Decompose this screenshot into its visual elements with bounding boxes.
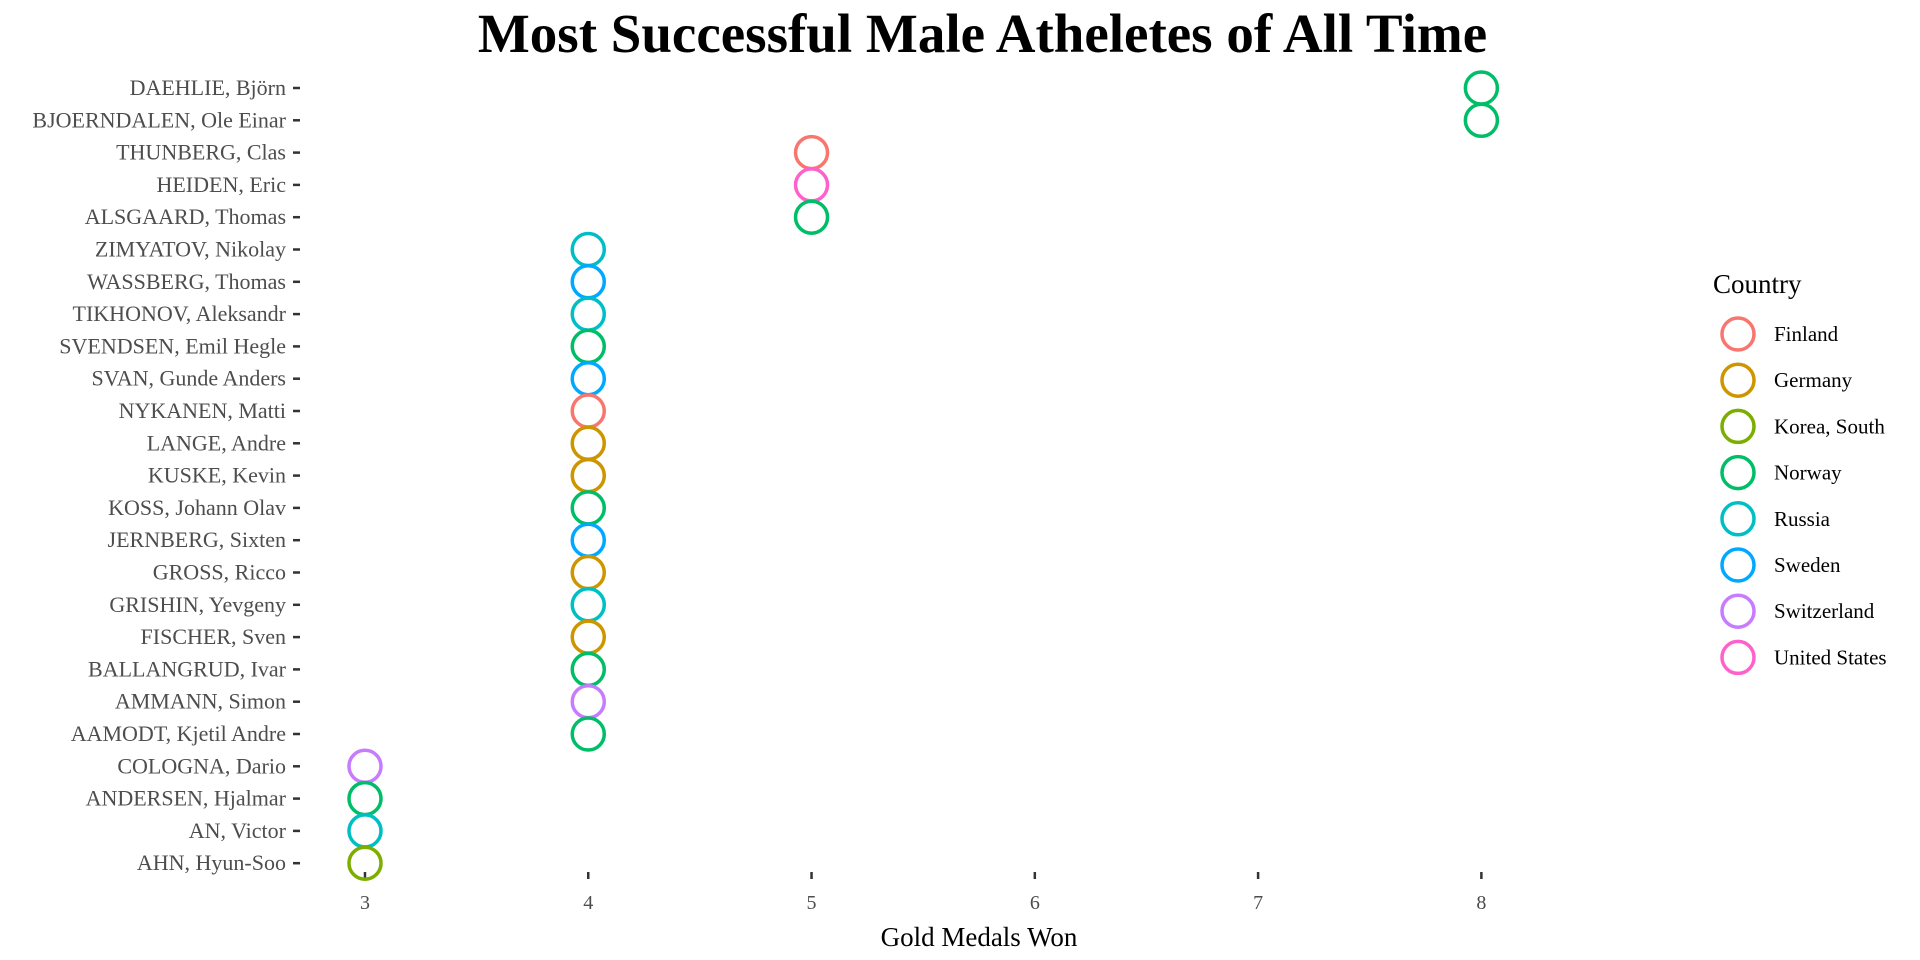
y-tick-label: AAMODT, Kjetil Andre	[71, 721, 286, 746]
y-tick-label: SVAN, Gunde Anders	[91, 366, 286, 391]
y-tick-label: HEIDEN, Eric	[156, 172, 286, 197]
x-tick-label: 3	[360, 892, 370, 914]
y-tick-label: AMMANN, Simon	[115, 689, 286, 714]
x-tick-label: 7	[1253, 892, 1263, 914]
legend-key	[1720, 593, 1756, 629]
data-point	[570, 554, 607, 591]
legend-key	[1720, 408, 1756, 445]
chart-title: Most Successful Male Atheletes of All Ti…	[477, 3, 1488, 64]
data-point	[570, 264, 607, 300]
y-tick-label: ZIMYATOV, Nikolay	[95, 237, 286, 262]
y-tick-label: SVENDSEN, Emil Hegle	[59, 333, 286, 358]
data-point	[570, 457, 607, 494]
legend-key	[1720, 501, 1756, 537]
legend-key	[1720, 547, 1756, 583]
y-tick-label: KUSKE, Kevin	[148, 463, 286, 488]
data-point	[570, 425, 607, 462]
legend-key	[1720, 639, 1756, 676]
data-point	[570, 683, 607, 720]
data-point	[347, 813, 383, 849]
y-tick-label: AHN, Hyun-Soo	[137, 850, 286, 875]
data-point	[570, 522, 607, 558]
data-point	[347, 845, 383, 881]
data-point	[793, 199, 830, 235]
data-point	[1463, 70, 1500, 106]
y-tick-label: GROSS, Ricco	[153, 560, 286, 585]
y-tick-label: TIKHONOV, Aleksandr	[73, 301, 287, 326]
data-point	[570, 587, 607, 623]
y-tick-label: THUNBERG, Clas	[116, 140, 286, 165]
data-point	[793, 167, 830, 203]
data-point	[570, 360, 607, 397]
legend-label: Germany	[1774, 368, 1853, 392]
x-axis: 3 4 5 6 7 8	[360, 872, 1486, 914]
legend-label: United States	[1774, 645, 1887, 669]
y-axis: DAEHLIE, Björn BJOERNDALEN, Ole Einar THUN…	[32, 75, 300, 875]
data-point	[347, 748, 383, 785]
data-point	[570, 393, 607, 429]
legend-label: Finland	[1774, 322, 1839, 346]
data-point	[347, 780, 383, 817]
y-tick-label: FISCHER, Sven	[141, 624, 286, 649]
x-tick-label: 5	[807, 892, 817, 914]
data-point	[570, 328, 607, 365]
data-point	[570, 296, 607, 332]
data-point	[1463, 102, 1500, 139]
y-tick-label: DAEHLIE, Björn	[130, 75, 286, 100]
data-point	[570, 490, 607, 526]
y-tick-label: BJOERNDALEN, Ole Einar	[32, 107, 286, 132]
legend-label: Switzerland	[1774, 599, 1875, 623]
data-point	[570, 619, 607, 655]
x-tick-label: 8	[1476, 892, 1486, 914]
legend: Country Finland Germany Korea, South Norway…	[1713, 269, 1887, 676]
y-tick-label: COLOGNA, Dario	[117, 753, 286, 778]
y-tick-label: JERNBERG, Sixten	[108, 527, 286, 552]
y-tick-label: WASSBERG, Thomas	[87, 269, 286, 294]
legend-key	[1720, 454, 1756, 491]
y-tick-label: AN, Victor	[189, 818, 287, 843]
legend-label: Sweden	[1774, 553, 1841, 577]
y-tick-label: ANDERSEN, Hjalmar	[86, 786, 287, 811]
x-axis-label: Gold Medals Won	[881, 922, 1078, 952]
y-tick-label: LANGE, Andre	[147, 430, 286, 455]
x-tick-label: 6	[1030, 892, 1040, 914]
y-tick-label: KOSS, Johann Olav	[108, 495, 286, 520]
legend-key	[1720, 316, 1756, 352]
y-tick-label: BALLANGRUD, Ivar	[88, 656, 287, 681]
x-tick-label: 4	[583, 892, 593, 914]
data-point	[570, 716, 607, 752]
data-point	[570, 231, 607, 268]
legend-label: Norway	[1774, 461, 1842, 485]
y-tick-label: NYKANEN, Matti	[119, 398, 286, 423]
legend-label: Russia	[1774, 507, 1831, 531]
legend-title: Country	[1713, 269, 1802, 299]
data-point	[793, 134, 830, 171]
y-tick-label: GRISHIN, Yevgeny	[109, 592, 286, 617]
legend-label: Korea, South	[1774, 414, 1885, 438]
y-tick-label: ALSGAARD, Thomas	[85, 204, 286, 229]
legend-key	[1720, 362, 1756, 398]
data-points	[347, 70, 1500, 881]
data-point	[570, 651, 607, 688]
